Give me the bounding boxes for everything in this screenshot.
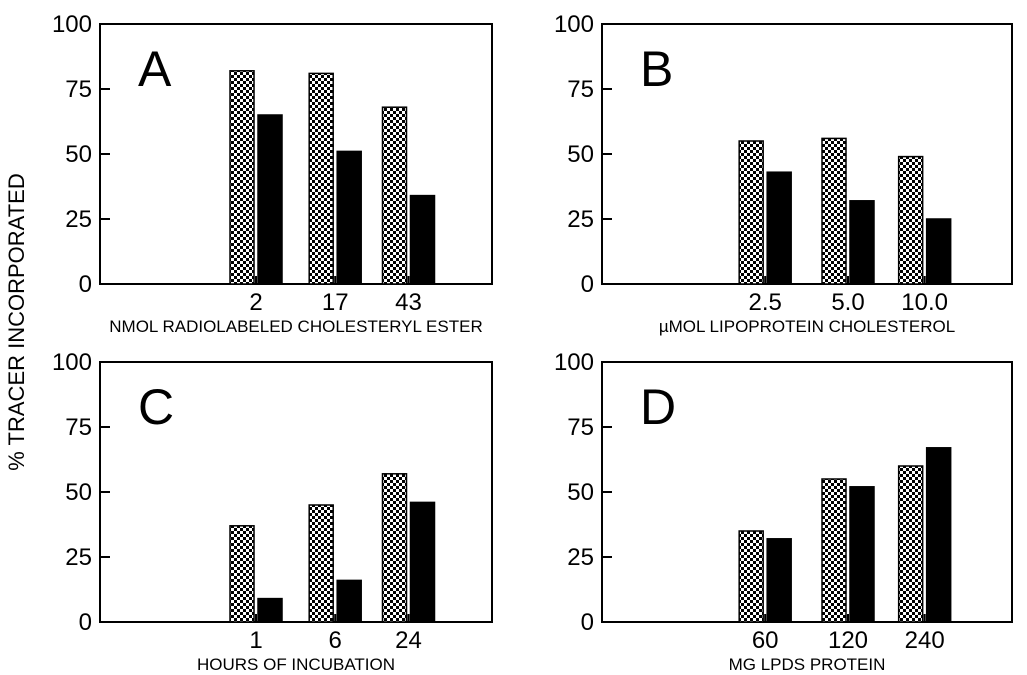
bar-speckled bbox=[308, 72, 334, 285]
x-tick-label: 10.0 bbox=[901, 289, 948, 316]
x-axis-label: µMOL LIPOPROTEIN CHOLESTEROL bbox=[659, 317, 955, 336]
bar-solid bbox=[849, 200, 875, 285]
y-axis-label: % TRACER INCORPORATED bbox=[4, 173, 29, 470]
bar-speckled bbox=[381, 473, 408, 623]
bar-solid bbox=[409, 501, 436, 623]
chart-panel-d: 0 25 50 75 100 D 60 120 240 MG LPDS PROTEIN bbox=[554, 349, 1013, 674]
y-tick-label: 75 bbox=[65, 414, 92, 441]
x-tick-label: 2.5 bbox=[748, 289, 781, 316]
bar-solid bbox=[336, 150, 362, 285]
y-tick-label: 50 bbox=[65, 141, 92, 168]
bar-speckled bbox=[897, 465, 924, 623]
y-tick-label: 100 bbox=[52, 11, 92, 38]
y-tick-label: 0 bbox=[79, 271, 92, 298]
bar-solid bbox=[925, 218, 952, 285]
x-tick-label: 120 bbox=[828, 627, 868, 654]
x-tick-label: 24 bbox=[395, 627, 422, 654]
bar-solid bbox=[849, 486, 875, 623]
panel-letter: B bbox=[640, 41, 673, 97]
y-tick-label: 25 bbox=[65, 206, 92, 233]
bar-speckled bbox=[897, 155, 924, 285]
y-tick-label: 50 bbox=[567, 141, 594, 168]
y-tick-label: 0 bbox=[581, 609, 594, 636]
y-tick-label: 25 bbox=[567, 206, 594, 233]
y-tick-label: 0 bbox=[79, 609, 92, 636]
x-tick-label: 17 bbox=[322, 289, 349, 316]
bar-speckled bbox=[821, 478, 847, 623]
x-axis-label: NMOL RADIOLABELED CHOLESTERYL ESTER bbox=[109, 317, 482, 336]
bar-speckled bbox=[821, 137, 847, 285]
y-tick-label: 75 bbox=[65, 76, 92, 103]
bar-speckled bbox=[381, 106, 408, 285]
bar-speckled bbox=[229, 525, 255, 623]
bar-speckled bbox=[308, 504, 334, 623]
y-tick-label: 75 bbox=[567, 76, 594, 103]
bar-solid bbox=[766, 171, 792, 285]
x-axis-label: HOURS OF INCUBATION bbox=[197, 655, 395, 674]
bar-solid bbox=[766, 538, 792, 623]
y-tick-label: 50 bbox=[567, 479, 594, 506]
y-tick-label: 100 bbox=[554, 349, 594, 376]
x-tick-label: 2 bbox=[249, 289, 262, 316]
x-tick-label: 43 bbox=[395, 289, 422, 316]
bar-speckled bbox=[738, 530, 764, 623]
x-tick-label: 6 bbox=[329, 627, 342, 654]
panel-letter: A bbox=[138, 41, 172, 97]
y-tick-label: 100 bbox=[52, 349, 92, 376]
bar-speckled bbox=[738, 140, 764, 285]
x-tick-label: 5.0 bbox=[831, 289, 864, 316]
bar-speckled bbox=[229, 70, 255, 285]
x-tick-label: 1 bbox=[249, 627, 262, 654]
y-tick-label: 0 bbox=[581, 271, 594, 298]
bar-solid bbox=[336, 579, 362, 623]
panel-letter: D bbox=[640, 379, 676, 435]
bar-solid bbox=[257, 114, 283, 285]
x-tick-label: 60 bbox=[752, 627, 779, 654]
bar-solid bbox=[409, 194, 436, 285]
y-tick-label: 100 bbox=[554, 11, 594, 38]
y-tick-label: 25 bbox=[567, 544, 594, 571]
y-tick-label: 25 bbox=[65, 544, 92, 571]
y-tick-label: 50 bbox=[65, 479, 92, 506]
y-tick-label: 75 bbox=[567, 414, 594, 441]
panel-letter: C bbox=[138, 379, 174, 435]
x-tick-label: 240 bbox=[905, 627, 945, 654]
bar-solid bbox=[257, 597, 283, 623]
bar-solid bbox=[925, 447, 952, 623]
x-axis-label: MG LPDS PROTEIN bbox=[729, 655, 886, 674]
